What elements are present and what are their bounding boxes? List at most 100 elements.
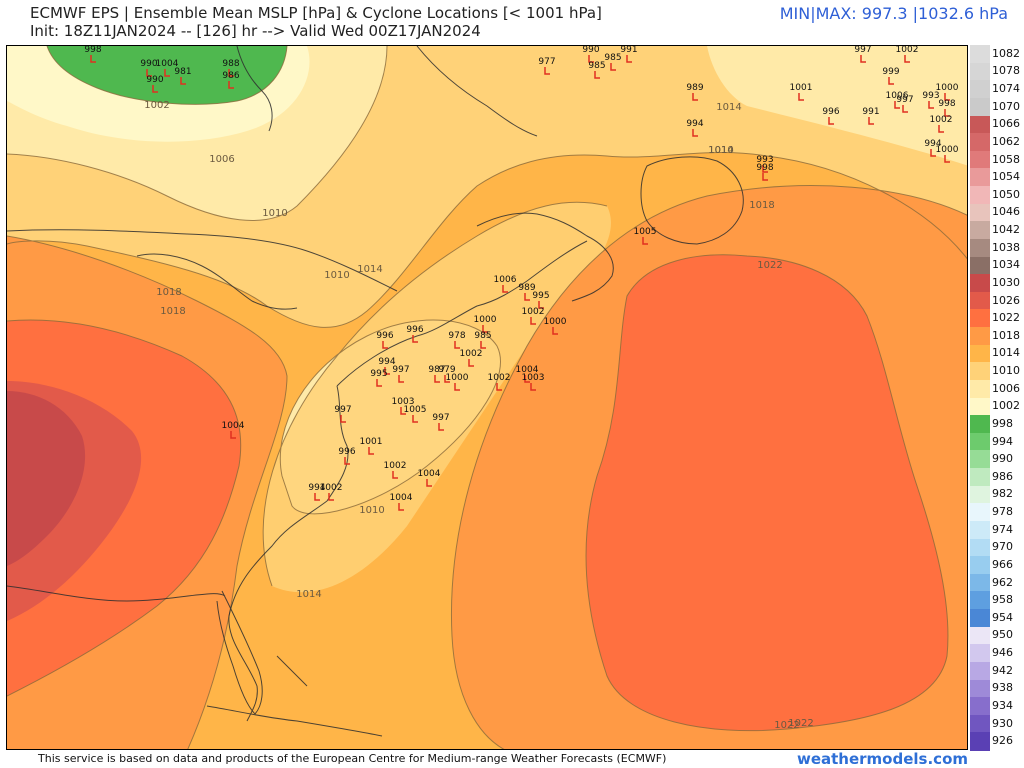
cyclone-l-mark	[412, 335, 418, 343]
cyclone-pressure-label: 987	[428, 365, 445, 375]
cyclone-l-mark	[692, 93, 698, 101]
cyclone-pressure-label: 993	[756, 155, 773, 165]
data-credit: This service is based on data and produc…	[38, 752, 667, 765]
cyclone-pressure-label: 1002	[384, 461, 407, 471]
colorbar-swatch	[970, 203, 990, 222]
colorbar-swatch	[970, 362, 990, 381]
cyclone-l-mark	[502, 285, 508, 293]
cyclone-l-mark	[164, 69, 170, 77]
colorbar-label: 954	[992, 610, 1013, 624]
colorbar-label: 970	[992, 540, 1013, 554]
colorbar-label: 1034	[992, 258, 1020, 272]
colorbar-swatch	[970, 45, 990, 64]
cyclone-l-mark	[376, 379, 382, 387]
colorbar-label: 998	[992, 416, 1013, 430]
colorbar-swatch	[970, 379, 990, 398]
cyclone-marker: 994	[378, 357, 396, 375]
cyclone-l-mark	[398, 503, 404, 511]
colorbar-swatch	[970, 468, 990, 487]
cyclone-marker: 1005	[404, 405, 426, 423]
low-998	[47, 46, 287, 105]
cyclone-marker: 1006	[494, 275, 517, 293]
isobar-label: 1022	[774, 720, 799, 731]
cyclone-pressure-label: 985	[588, 61, 605, 71]
cyclone-marker: 981	[174, 67, 192, 85]
contour-1002	[46, 46, 288, 105]
cyclone-pressure-label: 998	[938, 99, 955, 109]
contour-1014-coast	[262, 201, 608, 587]
cyclone-marker: 996	[338, 447, 356, 465]
colorbar-swatch	[970, 732, 990, 751]
cyclone-marker: 985	[474, 331, 492, 349]
colorbar-swatch	[970, 186, 990, 205]
colorbar-swatch	[970, 274, 990, 293]
cyclone-l-mark	[594, 71, 600, 79]
isobar-label: 1018	[160, 306, 185, 317]
cyclone-l-mark	[642, 237, 648, 245]
pressure-colorbar: 1082 1078 1074 1070 1066 1062 1058 1054 1050 1046…	[970, 45, 1024, 751]
cyclone-marker: 998	[938, 99, 956, 117]
cyclone-marker: 994	[686, 119, 704, 137]
isobar-label: 1010	[324, 270, 349, 281]
cyclone-l-mark	[180, 77, 186, 85]
colorbar-swatch	[970, 697, 990, 716]
cyclone-l-mark	[626, 55, 632, 63]
cyclone-l-mark	[944, 109, 950, 117]
isobar-label: 1006	[209, 154, 234, 165]
cyclone-marker: 986	[222, 71, 240, 89]
cyclone-l-mark	[480, 341, 486, 349]
cyclone-pressure-label: 990	[146, 75, 163, 85]
cyclone-l-mark	[888, 77, 894, 85]
cyclone-l-mark	[904, 55, 910, 63]
hudson-bay	[236, 46, 273, 132]
cyclone-marker: 1000	[544, 317, 567, 335]
cyclone-marker: 1000	[936, 145, 959, 163]
colorbar-swatch	[970, 573, 990, 592]
colorbar-label: 930	[992, 716, 1013, 730]
cyclone-pressure-label: 994	[308, 483, 325, 493]
cyclone-pressure-label: 998	[84, 46, 101, 55]
cyclone-l-mark	[412, 415, 418, 423]
cyclone-marker: 1004	[418, 469, 441, 487]
colorbar-swatch	[970, 291, 990, 310]
cyclone-marker: 978	[448, 331, 466, 349]
cyclone-marker: 1006	[886, 91, 909, 109]
cyclone-marker: 1002	[930, 115, 953, 133]
cyclone-marker: 996	[406, 325, 424, 343]
cyclone-pressure-label: 985	[474, 331, 491, 341]
cyclone-pressure-label: 986	[222, 71, 239, 81]
brand-link[interactable]: weathermodels.com	[796, 750, 968, 768]
cyclone-marker: 995	[370, 369, 388, 387]
cyclone-pressure-label: 1004	[418, 469, 441, 479]
cyclone-marker: 985	[604, 53, 622, 71]
colorbar-swatch	[970, 238, 990, 257]
cyclone-l-mark	[902, 105, 908, 113]
cyclone-pressure-label: 993	[922, 91, 939, 101]
cyclone-l-mark	[454, 383, 460, 391]
colorbar-swatch	[970, 538, 990, 557]
cyclone-pressure-label: 985	[604, 53, 621, 63]
cyclone-l-mark	[340, 415, 346, 423]
cyclone-l-mark	[228, 69, 234, 77]
cyclone-l-mark	[828, 117, 834, 125]
cyclone-pressure-label: 1006	[494, 275, 517, 285]
cyclone-l-mark	[524, 293, 530, 301]
colorbar-swatch	[970, 714, 990, 733]
cyclone-pressure-label: 997	[896, 95, 913, 105]
cyclone-pressure-label: 1002	[460, 349, 483, 359]
florida	[216, 590, 263, 715]
colorbar-label: 1054	[992, 170, 1020, 184]
colorbar-label: 990	[992, 452, 1013, 466]
cyclone-marker: 1004	[390, 493, 413, 511]
colorbar-swatch	[970, 309, 990, 328]
cyclone-marker: 979	[438, 365, 456, 383]
bahamas	[276, 655, 308, 687]
cyclone-l-mark	[434, 375, 440, 383]
cyclone-pressure-label: 996	[822, 107, 839, 117]
colorbar-label: 950	[992, 628, 1013, 642]
cyclone-l-mark	[798, 93, 804, 101]
cyclone-pressure-label: 989	[686, 83, 703, 93]
colorbar-swatch	[970, 485, 990, 504]
cyclone-pressure-label: 1002	[930, 115, 953, 125]
cyclone-l-mark	[152, 85, 158, 93]
